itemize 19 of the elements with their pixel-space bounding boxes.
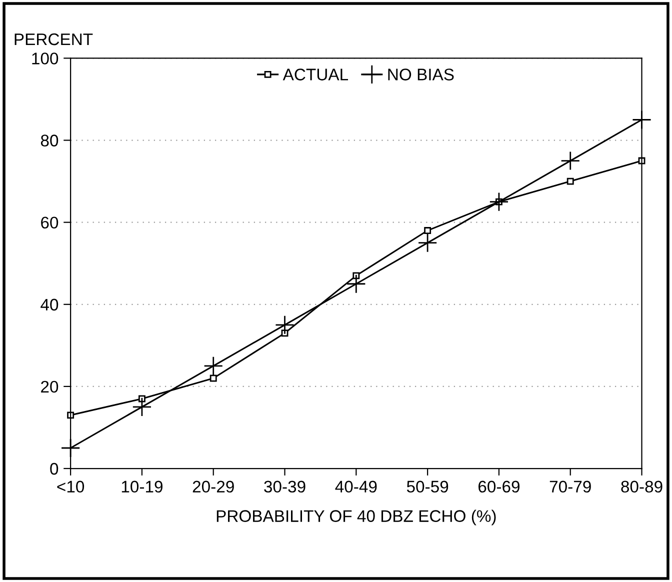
x-tick-label: 40-49	[335, 480, 377, 493]
x-tick-label: 20-29	[192, 480, 234, 493]
y-tick-label: 20	[41, 380, 58, 393]
x-tick-label: 50-59	[406, 480, 448, 493]
y-tick-label: 60	[41, 216, 58, 229]
x-tick-label: 70-79	[550, 480, 591, 493]
x-tick-label: 30-39	[264, 480, 306, 493]
x-tick-label: <10	[57, 480, 84, 493]
x-tick-label: 80-89	[621, 480, 662, 493]
y-tick-label: 80	[40, 134, 58, 146]
y-tick-label: 0	[50, 462, 58, 475]
legend-label: ACTUAL	[282, 68, 348, 80]
legend-label: NO BIAS	[388, 68, 454, 80]
x-tick-label: 60-69	[478, 480, 520, 493]
y-axis-title: PERCENT	[14, 33, 93, 46]
x-axis-title: PROBABILITY OF 40 DBZ ECHO (%)	[216, 510, 496, 526]
y-tick-label: 100	[32, 52, 58, 64]
x-tick-label: 10-19	[122, 480, 162, 493]
y-tick-label: 40	[40, 298, 58, 311]
